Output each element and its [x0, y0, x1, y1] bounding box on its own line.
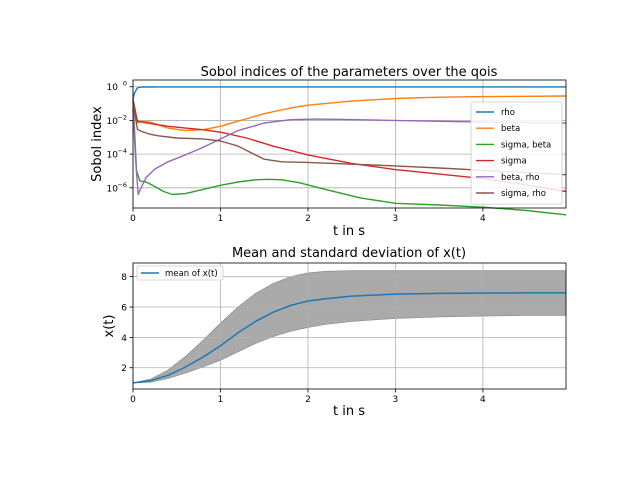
mean-std-plot-title: Mean and standard deviation of x(t) — [232, 246, 466, 261]
sobol-y-tick-label: 10 — [107, 117, 119, 127]
mean-std-legend-box — [136, 265, 224, 281]
sobol-x-ticks: 0 1 2 3 4 — [130, 208, 486, 224]
legend-label-sigma: sigma — [501, 157, 527, 167]
mean-std-x-tick-label: 2 — [305, 395, 311, 405]
series-line-sigma-beta — [132, 98, 567, 216]
sobol-x-tick-label: 2 — [305, 214, 311, 224]
mean-std-y-tick-label: 2 — [121, 364, 127, 374]
legend-label-sigma-beta: sigma, beta — [501, 140, 551, 150]
mean-std-x-tick-label: 1 — [218, 395, 224, 405]
series-line-sigma — [132, 99, 567, 193]
series-line-sigma-rho — [132, 102, 567, 176]
series-line-beta — [132, 95, 567, 132]
sobol-x-tick-label: 4 — [480, 214, 486, 224]
sobol-y-tick-exponent: 0 — [123, 80, 127, 88]
mean-series — [132, 292, 566, 384]
mean-std-x-ticks: 0 1 2 3 4 — [130, 389, 486, 405]
sobol-y-label: Sobol index — [90, 106, 105, 182]
mean-std-legend: mean of x(t) — [136, 265, 224, 281]
mean-std-y-tick-label: 6 — [121, 304, 127, 314]
sobol-series — [132, 86, 567, 216]
series-line-beta-rho — [132, 108, 567, 196]
mean-std-y-label: x(t) — [102, 315, 117, 338]
mean-line — [132, 292, 566, 384]
sobol-y-tick-exponent: −2 — [117, 113, 127, 121]
sobol-y-tick-label: 10 — [107, 184, 119, 194]
mean-std-x-tick-label: 3 — [393, 395, 399, 405]
legend-label-sigma-rho: sigma, rho — [501, 189, 546, 199]
mean-std-x-tick-label: 4 — [480, 395, 486, 405]
mean-std-plot-frame — [132, 262, 567, 390]
sobol-plot-title: Sobol indices of the parameters over the… — [201, 65, 498, 80]
mean-std-plot: Mean and standard deviation of x(t) 0 1 2 3… — [102, 246, 567, 419]
mean-std-y-ticks: 2 4 6 8 — [121, 273, 133, 374]
legend-label-mean: mean of x(t) — [165, 269, 218, 279]
std-band — [132, 270, 567, 384]
sobol-plot: Sobol indices of the parameters over the… — [90, 65, 567, 239]
sobol-x-tick-label: 1 — [218, 214, 224, 224]
mean-std-x-tick-label: 0 — [130, 395, 136, 405]
series-line-rho — [132, 86, 566, 99]
sobol-legend: rho beta sigma, beta sigma beta, rho sigma, r… — [470, 101, 563, 205]
mean-std-y-tick-label: 8 — [121, 273, 127, 283]
sobol-plot-frame — [132, 79, 567, 209]
sobol-y-tick-label: 10 — [107, 83, 119, 93]
sobol-x-tick-label: 3 — [393, 214, 399, 224]
std-band-area — [132, 270, 567, 384]
sobol-y-tick-label: 10 — [107, 151, 119, 161]
mean-std-x-label: t in s — [333, 404, 365, 419]
mean-std-y-tick-label: 4 — [121, 334, 127, 344]
sobol-x-tick-label: 0 — [130, 214, 136, 224]
legend-label-beta-rho: beta, rho — [501, 173, 540, 183]
sobol-y-tick-exponent: −6 — [117, 181, 127, 189]
legend-label-rho: rho — [501, 108, 515, 118]
sobol-x-label: t in s — [333, 224, 365, 239]
sobol-y-tick-exponent: −4 — [117, 147, 127, 155]
legend-label-beta: beta — [501, 124, 520, 134]
